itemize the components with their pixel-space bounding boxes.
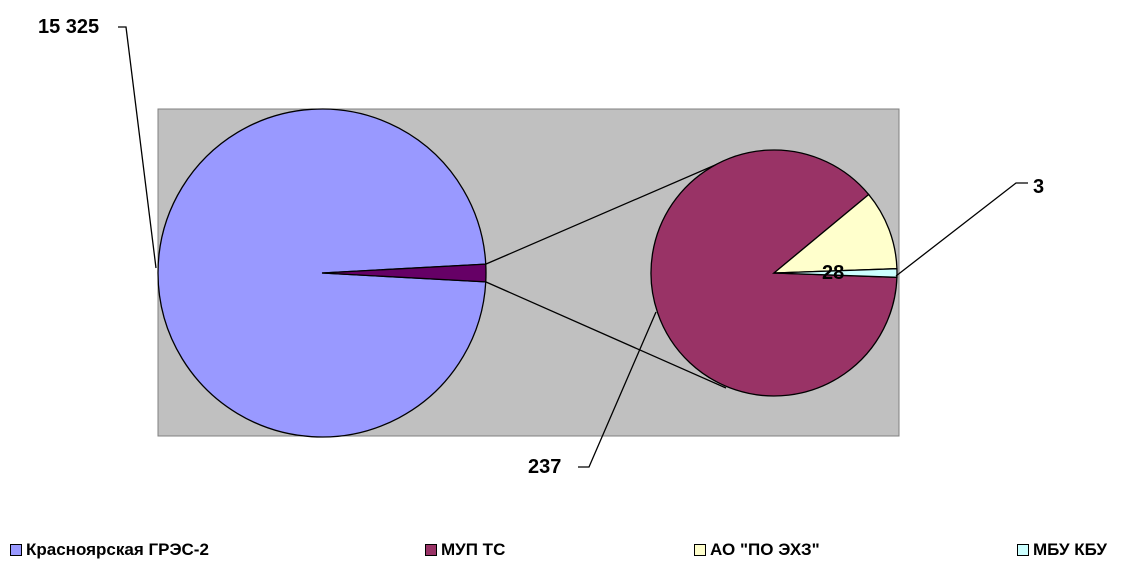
legend-item-ao-po-ehz: АО "ПО ЭХЗ"	[694, 540, 820, 560]
label-krasnoyarsk-gres: 15 325	[38, 16, 99, 38]
legend-swatch	[425, 544, 437, 556]
connector-lines	[485, 155, 737, 389]
connector-top	[485, 155, 737, 265]
slice-ao-po-ehz	[772, 193, 898, 274]
legend: Красноярская ГРЭС-2 МУП ТС АО "ПО ЭХЗ" М…	[0, 540, 1138, 570]
slice-mbu-kbu	[773, 268, 898, 278]
leader-lines	[118, 26, 1028, 468]
legend-swatch	[694, 544, 706, 556]
slice-other	[321, 263, 487, 283]
legend-label: МБУ КБУ	[1033, 540, 1108, 559]
secondary-pie	[650, 149, 898, 397]
leader-krasnoyarsk-gres	[118, 26, 157, 269]
legend-swatch	[10, 544, 22, 556]
legend-item-mbu-kbu: МБУ КБУ	[1017, 540, 1107, 560]
main-pie	[157, 108, 487, 438]
leader-mup-ts	[578, 311, 657, 468]
label-ao-po-ehz: 28	[822, 262, 844, 284]
legend-item-krasnoyarsk-gres: Красноярская ГРЭС-2	[10, 540, 209, 560]
connector-bottom	[485, 281, 727, 389]
legend-label: Красноярская ГРЭС-2	[26, 540, 209, 559]
label-mup-ts: 237	[528, 456, 561, 478]
slice-krasnoyarsk-gres	[157, 108, 487, 438]
legend-item-mup-ts: МУП ТС	[425, 540, 505, 560]
legend-label: АО "ПО ЭХЗ"	[710, 540, 820, 559]
legend-swatch	[1017, 544, 1029, 556]
label-mbu-kbu: 3	[1033, 176, 1044, 198]
leader-mbu-kbu	[895, 182, 1028, 277]
legend-label: МУП ТС	[441, 540, 506, 559]
